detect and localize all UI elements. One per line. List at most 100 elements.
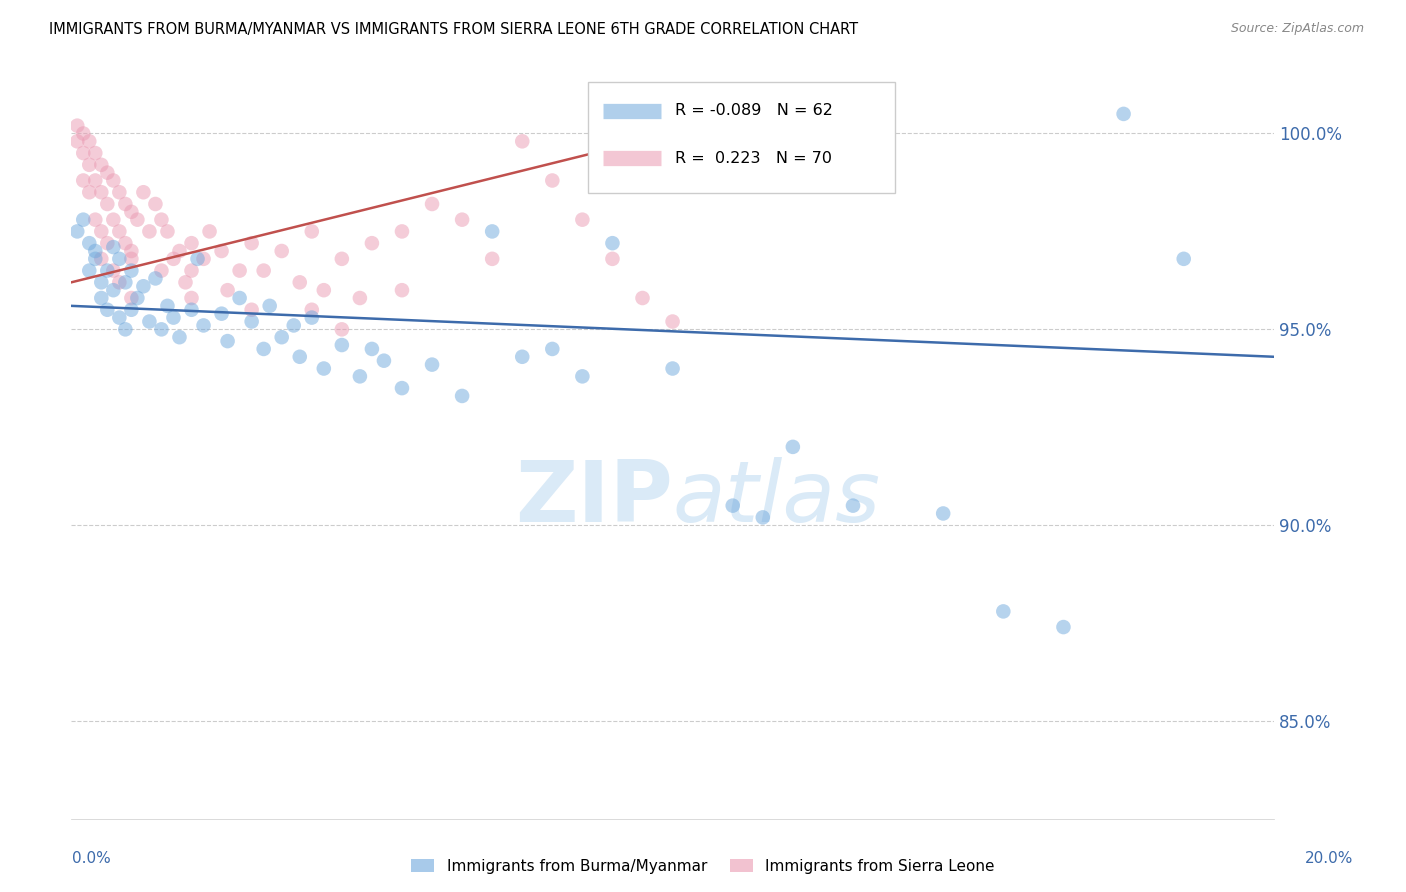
Point [132,186,155,200]
Point [782,440,804,454]
Point [330,338,353,352]
Point [120,252,142,266]
Point [90,252,112,266]
Point [842,499,865,513]
Point [330,252,353,266]
Point [103,283,125,297]
Point [253,342,276,356]
Point [96,197,118,211]
Point [240,302,263,317]
Point [217,334,239,348]
Point [180,291,202,305]
Point [349,291,371,305]
Point [145,271,167,285]
Point [169,244,191,258]
FancyBboxPatch shape [588,82,896,193]
Point [571,369,593,384]
Point [283,318,305,333]
Point [312,283,335,297]
Point [259,299,281,313]
Point [77,236,100,251]
Text: R =  0.223   N = 70: R = 0.223 N = 70 [675,151,832,166]
Point [90,276,112,290]
Point [84,252,107,266]
Point [77,186,100,200]
Point [193,252,215,266]
Point [77,263,100,277]
Point [373,353,395,368]
Point [127,212,149,227]
Point [180,263,202,277]
Point [1052,620,1074,634]
Point [96,236,118,251]
Point [301,302,323,317]
Point [228,291,250,305]
Point [84,212,107,227]
Point [72,146,94,161]
Point [162,252,184,266]
Point [361,342,384,356]
Point [180,302,202,317]
Point [66,119,89,133]
Point [108,276,131,290]
Point [420,358,443,372]
Point [156,299,179,313]
Point [90,291,112,305]
Legend: Immigrants from Burma/Myanmar, Immigrants from Sierra Leone: Immigrants from Burma/Myanmar, Immigrant… [405,853,1001,880]
Point [993,604,1015,618]
Point [156,224,179,238]
Point [169,330,191,344]
Text: IMMIGRANTS FROM BURMA/MYANMAR VS IMMIGRANTS FROM SIERRA LEONE 6TH GRADE CORRELAT: IMMIGRANTS FROM BURMA/MYANMAR VS IMMIGRA… [49,22,858,37]
Point [631,291,654,305]
Point [217,283,239,297]
Point [120,244,142,258]
Point [90,186,112,200]
Point [90,224,112,238]
Point [120,291,142,305]
Point [90,158,112,172]
Point [132,279,155,293]
Point [510,350,533,364]
Point [288,350,311,364]
Point [451,389,474,403]
Point [120,204,142,219]
Point [541,173,564,187]
Point [312,361,335,376]
Point [211,307,233,321]
Point [103,263,125,277]
Point [96,302,118,317]
Point [301,224,323,238]
Point [571,212,593,227]
Point [270,330,292,344]
Point [541,342,564,356]
Point [1173,252,1195,266]
Point [150,263,173,277]
Point [451,212,474,227]
Point [349,369,371,384]
Point [66,224,89,238]
Point [96,263,118,277]
Text: 0.0%: 0.0% [72,851,111,865]
Point [721,499,744,513]
Point [150,212,173,227]
Point [84,244,107,258]
Point [391,224,413,238]
Point [661,314,683,328]
Point [481,252,503,266]
Text: R = -0.089   N = 62: R = -0.089 N = 62 [675,103,832,119]
Point [420,197,443,211]
Point [138,314,160,328]
Point [180,236,202,251]
Point [72,127,94,141]
Point [162,310,184,325]
Point [174,276,197,290]
Point [72,212,94,227]
Text: ZIP: ZIP [515,457,672,540]
Text: Source: ZipAtlas.com: Source: ZipAtlas.com [1230,22,1364,36]
Point [481,224,503,238]
Point [120,263,142,277]
Point [72,173,94,187]
Text: 20.0%: 20.0% [1305,851,1353,865]
Point [253,263,276,277]
Point [108,252,131,266]
